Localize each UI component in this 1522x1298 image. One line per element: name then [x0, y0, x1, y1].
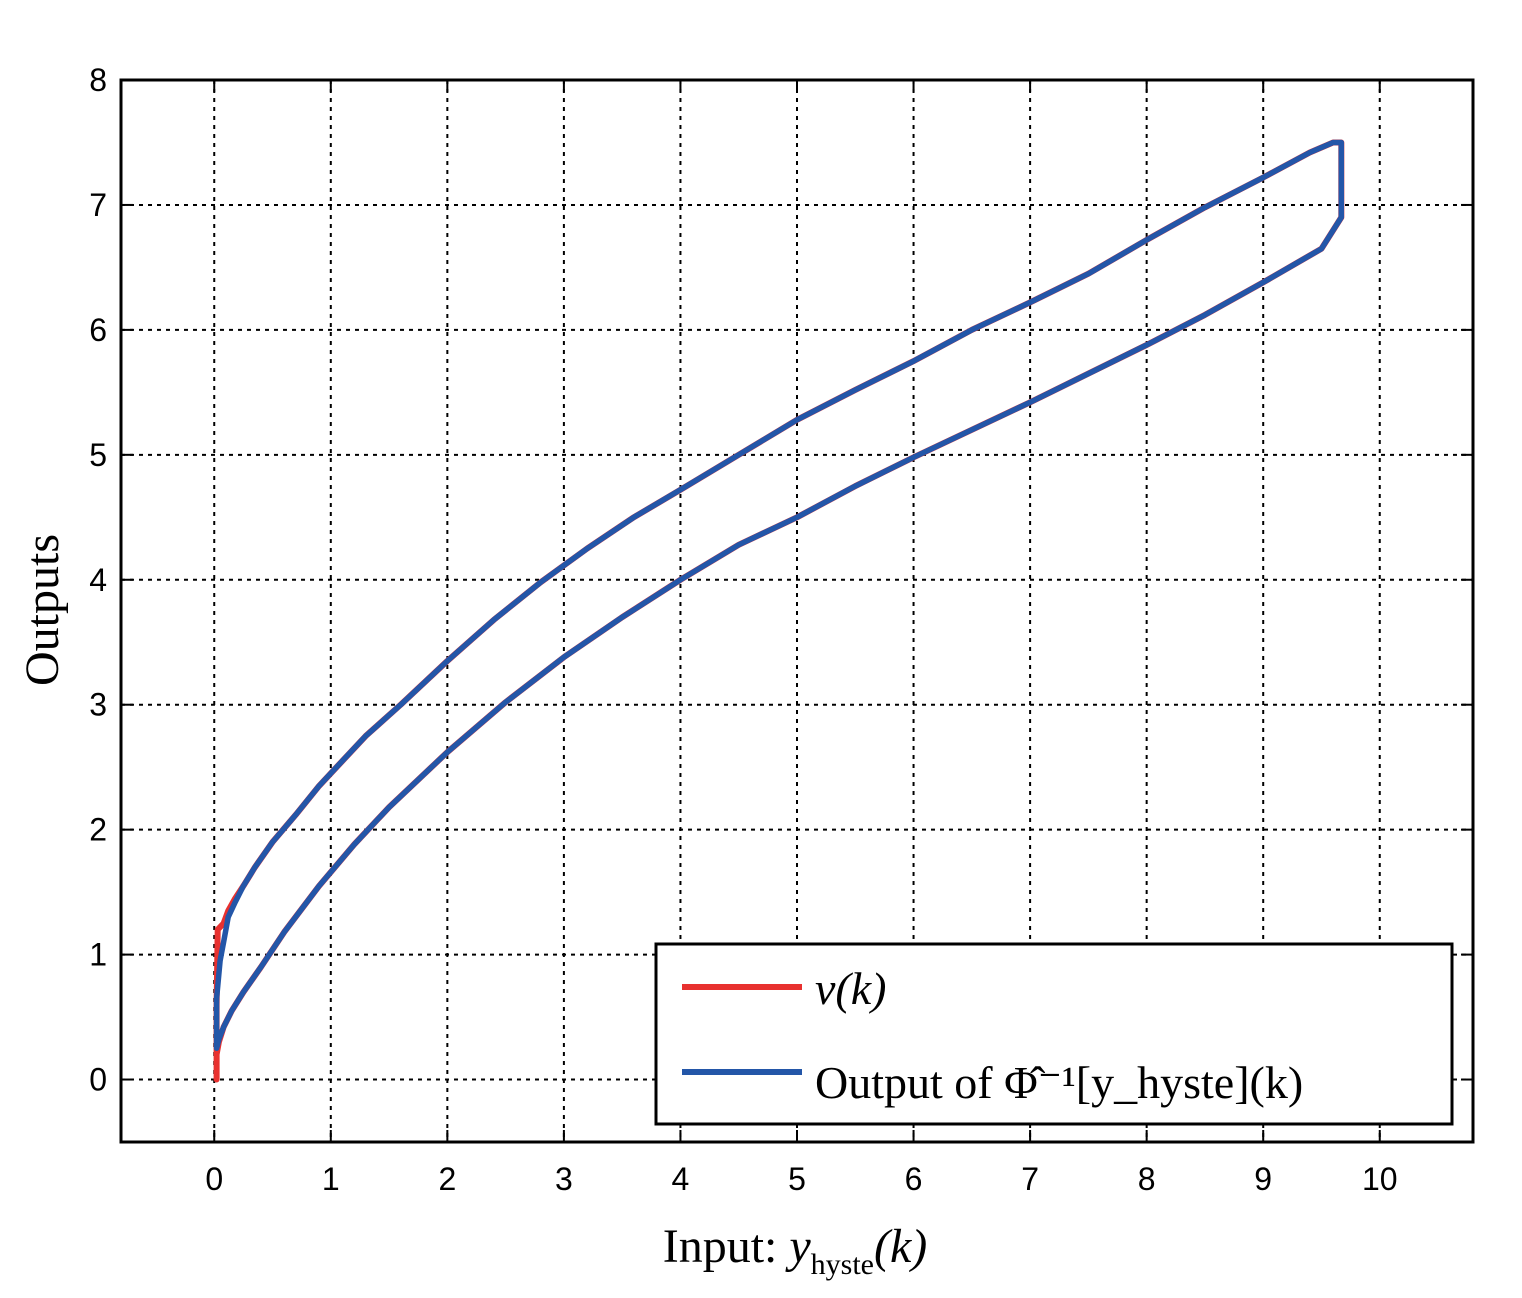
x-tick-label: 1 [322, 1161, 340, 1197]
x-tick-label: 4 [672, 1161, 690, 1197]
y-tick-label: 6 [89, 312, 107, 348]
series-group [213, 139, 1345, 1083]
series-line-output [213, 139, 1345, 1052]
y-tick-label: 5 [89, 437, 107, 473]
legend-label-output: Output of Φ̂⁻¹[y_hyste](k) [815, 1057, 1303, 1108]
ticks [121, 79, 1473, 1142]
y-tick-label: 3 [89, 687, 107, 723]
x-tick-label: 8 [1138, 1161, 1156, 1197]
y-axis-label: Outputs [16, 534, 69, 686]
x-tick-label: 6 [905, 1161, 923, 1197]
x-tick-label: 0 [205, 1161, 223, 1197]
y-tick-labels: 0 1 2 3 4 5 6 7 8 [89, 62, 107, 1098]
y-tick-label: 7 [89, 187, 107, 223]
y-tick-label: 8 [89, 62, 107, 98]
x-tick-labels: 0 1 2 3 4 5 6 7 8 9 10 [205, 1161, 1397, 1197]
x-tick-label: 2 [438, 1161, 456, 1197]
y-tick-label: 2 [89, 812, 107, 848]
x-tick-label: 9 [1254, 1161, 1272, 1197]
y-tick-label: 0 [89, 1062, 107, 1098]
x-axis-label: Input: yhyste(k) [663, 1220, 928, 1281]
legend: v(k) Output of Φ̂⁻¹[y_hyste](k) [654, 942, 1454, 1126]
x-tick-label: 10 [1362, 1161, 1398, 1197]
x-tick-label: 5 [788, 1161, 806, 1197]
y-tick-label: 1 [89, 937, 107, 973]
x-tick-label: 3 [555, 1161, 573, 1197]
y-tick-label: 4 [89, 562, 107, 598]
x-tick-label: 7 [1021, 1161, 1039, 1197]
legend-box [654, 942, 1454, 1126]
legend-label-v: v(k) [815, 963, 886, 1014]
